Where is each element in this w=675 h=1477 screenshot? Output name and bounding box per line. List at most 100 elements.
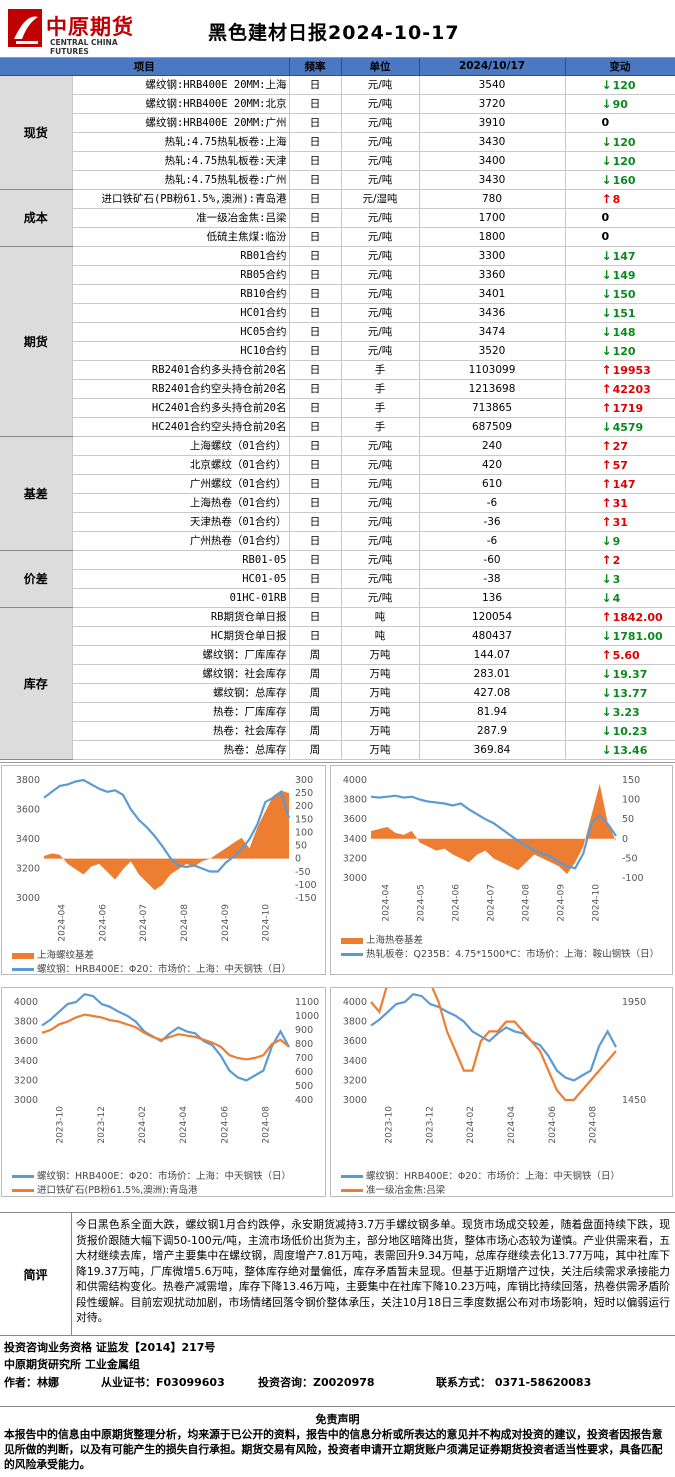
change-cell: ↓19.37	[565, 664, 675, 684]
value-cell: 3430	[419, 132, 566, 152]
unit-cell: 元/吨	[341, 151, 420, 171]
y-left-tick-label: 3600	[16, 805, 40, 816]
y-right-tick-label: 400	[295, 1095, 313, 1106]
series-area-basis	[44, 790, 289, 891]
unit-cell: 元/吨	[341, 436, 420, 456]
value-cell: 3910	[419, 113, 566, 133]
change-cell: ↓4579	[565, 417, 675, 437]
arrow-down-icon: ↓	[601, 153, 612, 168]
change-value: 120	[612, 154, 636, 168]
x-tick-label: 2024-07	[487, 884, 497, 922]
change-cell: ↑19953	[565, 360, 675, 380]
series-area-basis	[371, 783, 616, 875]
freq-cell: 周	[289, 721, 342, 741]
item-cell: HC2401合约空头持仓前20名	[72, 417, 290, 437]
chart-legend: 上海热卷基差 热轧板卷：Q235B：4.75*1500*C：市场价：上海：鞍山钢…	[341, 934, 661, 962]
change-value: 1719	[612, 401, 644, 415]
x-tick-label: 2024-05	[417, 884, 427, 922]
y-right-tick-label: 1950	[622, 997, 646, 1008]
freq-cell: 日	[289, 398, 342, 418]
arrow-up-icon: ↑	[601, 476, 612, 491]
y-left-tick-label: 3200	[343, 853, 367, 864]
value-cell: -38	[419, 569, 566, 589]
legend-item: 上海热卷基差	[341, 934, 661, 948]
arrow-down-icon: ↓	[601, 248, 612, 263]
change-value: 0	[601, 230, 610, 243]
change-cell: ↑57	[565, 455, 675, 475]
legend-label: 热轧板卷：Q235B：4.75*1500*C：市场价：上海：鞍山钢铁（日）	[366, 949, 660, 960]
table-row: 北京螺纹（01合约）日元/吨 420 ↑57	[0, 455, 675, 475]
unit-cell: 手	[341, 417, 420, 437]
arrow-down-icon: ↓	[601, 343, 612, 358]
table-row: 低硫主焦煤:临汾日元/吨 1800 0	[0, 227, 675, 247]
change-value: 13.77	[612, 686, 648, 700]
unit-cell: 万吨	[341, 664, 420, 684]
legend-item: 热轧板卷：Q235B：4.75*1500*C：市场价：上海：鞍山钢铁（日）	[341, 948, 661, 962]
change-value: 3.23	[612, 705, 640, 719]
change-cell: ↑5.60	[565, 645, 675, 665]
change-cell: 0	[565, 113, 675, 133]
value-cell: 713865	[419, 398, 566, 418]
x-tick-label: 2024-04	[507, 1106, 517, 1144]
y-right-tick-label: -150	[295, 893, 317, 904]
chart-rebar-vs-iron-ore: 3000 3200 3400 3600 3800 4000 1100 1000 900 800 70…	[1, 987, 326, 1197]
item-cell: 热卷：社会库存	[72, 721, 290, 741]
arrow-down-icon: ↓	[601, 286, 612, 301]
arrow-down-icon: ↓	[601, 419, 612, 434]
legend-label: 螺纹钢：HRB400E：Φ20：市场价：上海：中天钢铁（日）	[366, 1171, 620, 1182]
value-cell: -6	[419, 531, 566, 551]
y-left-tick-label: 3000	[343, 873, 367, 884]
table-row: 广州热卷（01合约）日元/吨 -6 ↓9	[0, 531, 675, 551]
y-right-tick-label: -100	[295, 880, 317, 891]
legend-swatch-blue	[341, 953, 363, 956]
market-commentary: 简评 今日黑色系全面大跌，螺纹钢1月合约跌停，永安期货减持3.7万手螺纹钢多单。…	[0, 1212, 675, 1336]
freq-cell: 日	[289, 455, 342, 475]
unit-cell: 元/吨	[341, 455, 420, 475]
value-cell: 687509	[419, 417, 566, 437]
change-value: 9	[612, 534, 621, 548]
unit-cell: 元/吨	[341, 113, 420, 133]
change-cell: ↓120	[565, 151, 675, 171]
freq-cell: 日	[289, 170, 342, 190]
item-cell: HC01合约	[72, 303, 290, 323]
series-line	[41, 1013, 290, 1061]
x-tick-label: 2024-04	[57, 904, 67, 942]
value-cell: 1700	[419, 208, 566, 228]
chart-legend: 螺纹钢：HRB400E：Φ20：市场价：上海：中天钢铁（日） 进口铁矿石(PB粉…	[12, 1170, 291, 1198]
arrow-up-icon: ↑	[601, 514, 612, 529]
table-row: 热卷：厂库库存周万吨 81.94 ↓3.23	[0, 702, 675, 722]
change-value: 149	[612, 268, 636, 282]
arrow-down-icon: ↓	[601, 666, 612, 681]
department-line: 中原期货研究所 工业金属组	[4, 1358, 140, 1371]
table-row: HC期货仓单日报日吨 480437 ↓1781.00	[0, 626, 675, 646]
freq-cell: 日	[289, 303, 342, 323]
freq-cell: 日	[289, 493, 342, 513]
change-value: 1781.00	[612, 629, 663, 643]
value-cell: 3436	[419, 303, 566, 323]
category-cell: 期货	[0, 246, 73, 437]
y-right-tick-label: -50	[622, 853, 638, 864]
y-left-tick-label: 3800	[343, 1017, 367, 1028]
item-cell: HC01-05	[72, 569, 290, 589]
unit-cell: 元/吨	[341, 569, 420, 589]
legend-swatch-blue	[12, 1175, 34, 1178]
change-value: 120	[612, 344, 636, 358]
item-cell: 01HC-01RB	[72, 588, 290, 608]
value-cell: 144.07	[419, 645, 566, 665]
legend-item: 螺纹钢：HRB400E：Φ20：市场价：上海：中天钢铁（日）	[341, 1170, 620, 1184]
unit-cell: 手	[341, 398, 420, 418]
y-left-tick-label: 3400	[343, 834, 367, 845]
y-left-tick-label: 4000	[343, 775, 367, 786]
disclaimer-title: 免责声明	[315, 1413, 360, 1426]
x-tick-label: 2024-07	[139, 904, 149, 942]
change-value: 19.37	[612, 667, 648, 681]
table-row: 价差 RB01-05 日元/吨 -60 ↑2	[0, 550, 675, 608]
y-right-tick-label: 1000	[295, 1011, 319, 1022]
value-cell: 427.08	[419, 683, 566, 703]
item-cell: RB01合约	[72, 246, 290, 266]
legend-swatch-orange	[341, 1189, 363, 1192]
change-cell: ↓150	[565, 284, 675, 304]
category-cell: 现货	[0, 75, 73, 190]
change-value: 90	[612, 97, 628, 111]
freq-cell: 日	[289, 588, 342, 608]
